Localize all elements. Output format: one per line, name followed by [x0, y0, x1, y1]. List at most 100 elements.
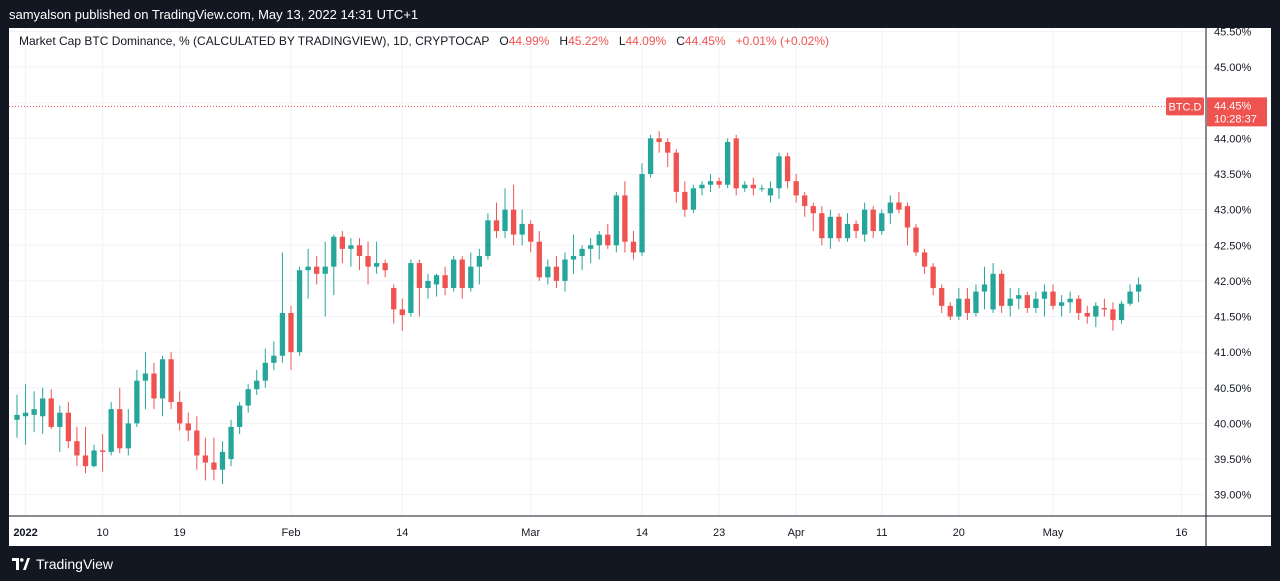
candle-body	[707, 181, 714, 185]
candle-body	[904, 206, 911, 228]
candle-body	[844, 223, 851, 239]
candle-body	[117, 409, 123, 449]
candle-body	[151, 373, 157, 399]
candle-body	[1041, 291, 1048, 299]
x-tick-label: 14	[636, 527, 648, 539]
legend-high-value: 45.22%	[568, 34, 609, 48]
candle-body	[1135, 284, 1142, 292]
x-tick-label: 19	[174, 527, 186, 539]
candle-body	[382, 263, 388, 271]
candle-body	[1058, 302, 1065, 306]
candle-body	[690, 188, 697, 210]
footer-brand[interactable]: TradingView	[36, 555, 114, 572]
x-tick-label: 14	[396, 527, 408, 539]
candle-body	[519, 223, 525, 235]
candle-body	[365, 255, 371, 267]
candle-body	[108, 409, 114, 452]
candle-body	[202, 455, 209, 463]
candle-body	[391, 288, 397, 310]
candle-body	[468, 266, 474, 289]
candle-body	[476, 255, 483, 267]
grid-layer	[9, 28, 1206, 516]
candle-body	[870, 209, 876, 232]
chart-frame[interactable]: 39.00% 39.50% 40.00% 40.50% 41.00% 41.50% 42.0…	[9, 28, 1271, 546]
candle-body	[956, 298, 962, 317]
candle-body	[570, 255, 577, 260]
chart-legend: Market Cap BTC Dominance, % (CALCULATED …	[19, 34, 830, 48]
y-tick-label: 41.00%	[1214, 347, 1252, 359]
candle-body	[485, 220, 491, 256]
tradingview-logo-icon[interactable]	[12, 557, 30, 570]
candle-body	[348, 245, 354, 249]
candle-body	[408, 263, 414, 313]
candle-body	[442, 275, 448, 289]
y-tick-label: 43.50%	[1214, 169, 1252, 181]
x-tick-label: 16	[1175, 527, 1187, 539]
candle-body	[356, 245, 363, 256]
candle-body	[596, 234, 602, 246]
candle-body	[673, 152, 679, 192]
candle-body	[879, 213, 885, 232]
candle-body	[314, 266, 320, 274]
candle-body	[665, 141, 671, 153]
candle-body	[562, 259, 568, 281]
candle-body	[451, 259, 457, 289]
publish-info-text: samyalson published on TradingView.com, …	[9, 6, 419, 22]
candle-body	[1050, 291, 1056, 306]
candle-body	[913, 227, 919, 253]
x-tick-label: 11	[876, 527, 887, 539]
legend-high-label: H	[559, 34, 569, 48]
candle-body	[682, 191, 688, 210]
candle-body	[767, 188, 774, 196]
candle-body	[973, 291, 979, 313]
candle-body	[1101, 307, 1108, 310]
candle-body	[99, 450, 106, 452]
candle-body	[296, 270, 303, 353]
price-tag-countdown: 10:28:37	[1214, 113, 1257, 125]
candle-body	[322, 266, 328, 274]
candle-body	[74, 441, 80, 456]
candle-body	[750, 184, 756, 189]
y-tick-label: 45.00%	[1214, 62, 1252, 74]
candle-body	[921, 252, 928, 267]
symbol-tag-label: BTC.D	[1169, 101, 1202, 113]
candle-body	[622, 195, 628, 242]
y-tick-label: 45.50%	[1214, 28, 1252, 39]
x-tick-label: 10	[96, 527, 108, 539]
legend-low-value: 44.09%	[625, 34, 667, 48]
legend-change: +0.01% (+0.02%)	[735, 34, 830, 48]
x-tick-label: May	[1043, 527, 1064, 539]
candle-body	[142, 373, 149, 381]
candle-body	[1067, 298, 1073, 303]
candle-body	[57, 412, 63, 427]
candle-body	[305, 266, 311, 271]
candle-body	[545, 266, 551, 278]
candle-body	[579, 248, 585, 256]
x-tick-label: 20	[953, 527, 965, 539]
axis-layer: 39.00% 39.50% 40.00% 40.50% 41.00% 41.50% 42.0…	[9, 28, 1271, 546]
candle-body	[947, 305, 953, 317]
candle-body	[716, 181, 722, 185]
candle-body	[861, 209, 868, 235]
y-tick-label: 41.50%	[1214, 312, 1252, 324]
y-tick-label: 40.50%	[1214, 383, 1252, 395]
candle-body	[724, 141, 731, 185]
legend-title: Market Cap BTC Dominance, % (CALCULATED …	[19, 34, 490, 48]
candle-body	[1084, 312, 1090, 317]
x-tick-label: Feb	[282, 527, 301, 539]
candle-body	[271, 355, 277, 363]
candle-body	[588, 245, 594, 249]
x-tick-label: 2022	[13, 527, 37, 539]
candle-body	[759, 188, 765, 190]
candle-body	[990, 273, 996, 310]
candle-body	[493, 220, 500, 232]
candle-body	[1024, 295, 1030, 308]
candle-body	[125, 423, 131, 449]
candle-body	[896, 202, 902, 210]
candle-body	[48, 398, 54, 427]
candle-body	[887, 202, 893, 214]
y-tick-label: 42.50%	[1214, 240, 1252, 252]
candlestick-chart[interactable]: 39.00% 39.50% 40.00% 40.50% 41.00% 41.50% 42.0…	[9, 28, 1271, 546]
candle-body	[279, 312, 286, 356]
candle-body	[40, 398, 46, 417]
